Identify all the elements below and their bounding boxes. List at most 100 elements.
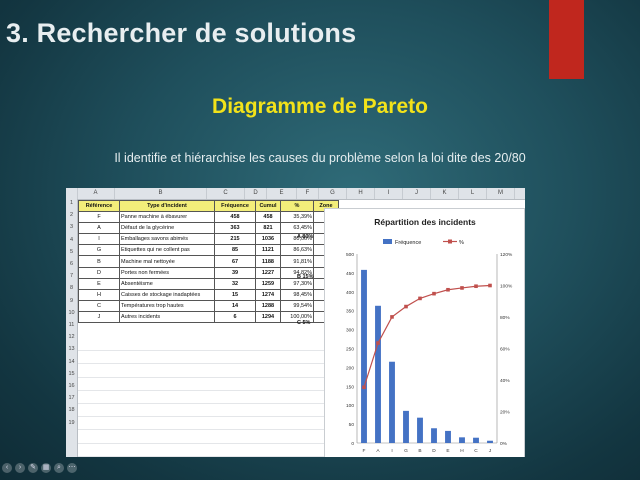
prev-icon[interactable]: ‹ xyxy=(2,463,12,473)
table-cell[interactable]: 91,81% xyxy=(280,255,314,268)
table-cell[interactable]: Défaut de la glycérine xyxy=(119,222,215,235)
table-cell[interactable]: 1188 xyxy=(255,255,281,268)
column-header[interactable]: J xyxy=(403,188,431,199)
grid-icon[interactable]: ▦ xyxy=(41,463,51,473)
table-cell[interactable]: 32 xyxy=(214,277,256,290)
y-tick-label: 200 xyxy=(346,365,354,371)
corner-cell[interactable] xyxy=(66,188,78,199)
chart-title: Répartition des incidents xyxy=(374,217,476,227)
column-header[interactable]: K xyxy=(431,188,459,199)
row-header[interactable]: 5 xyxy=(69,248,74,255)
row-header[interactable]: 18 xyxy=(68,407,75,414)
table-cell[interactable]: 6 xyxy=(214,310,256,324)
bar-J xyxy=(487,440,493,443)
table-cell[interactable]: H xyxy=(78,288,120,301)
column-header[interactable]: E xyxy=(267,188,297,199)
table-cell[interactable]: 363 xyxy=(214,222,256,235)
next-icon[interactable]: › xyxy=(15,463,25,473)
row-header[interactable]: 2 xyxy=(69,212,74,219)
table-cell[interactable]: 1274 xyxy=(255,288,281,301)
legend-line-label: % xyxy=(459,240,464,246)
column-header[interactable]: F xyxy=(297,188,319,199)
table-cell[interactable]: Etiquettes qui ne collent pas xyxy=(119,244,215,257)
row-header[interactable]: 17 xyxy=(68,395,75,402)
table-cell[interactable]: Panne machine à ébavurer xyxy=(119,211,215,224)
row-header[interactable]: 15 xyxy=(68,370,75,377)
table-cell[interactable]: 215 xyxy=(214,233,256,246)
table-cell[interactable]: 85 xyxy=(214,244,256,257)
table-cell[interactable]: Portes non fermées xyxy=(119,266,215,279)
more-icon[interactable]: ⋯ xyxy=(67,463,77,473)
table-cell[interactable]: 458 xyxy=(255,211,281,224)
row-header[interactable]: 12 xyxy=(68,334,75,341)
column-header[interactable]: L xyxy=(459,188,487,199)
table-row: F Panne machine à ébavurer 458 458 35,39% xyxy=(78,211,339,224)
table-cell[interactable]: Emballages savons abimés xyxy=(119,233,215,246)
table-cell[interactable]: C xyxy=(78,299,120,312)
table-header-cell[interactable]: Type d'incident xyxy=(119,199,215,213)
table-cell[interactable]: I xyxy=(78,233,120,246)
table-cell[interactable]: 821 xyxy=(255,222,281,235)
table-cell[interactable]: 63,45% xyxy=(280,222,314,235)
table-cell[interactable]: Machine mal nettoyée xyxy=(119,255,215,268)
table-cell[interactable]: 1227 xyxy=(255,266,281,279)
y-tick-label: 50 xyxy=(349,422,355,428)
row-header[interactable]: 4 xyxy=(69,236,74,243)
row-header[interactable]: 14 xyxy=(68,358,75,365)
column-header[interactable]: I xyxy=(375,188,403,199)
row-header[interactable]: 16 xyxy=(68,383,75,389)
table-cell[interactable]: G xyxy=(78,244,120,257)
table-cell[interactable]: 1294 xyxy=(255,310,281,324)
column-header[interactable]: G xyxy=(319,188,347,199)
table-cell[interactable]: 35,39% xyxy=(280,211,314,224)
table-cell[interactable]: D xyxy=(78,266,120,279)
row-header[interactable]: 10 xyxy=(68,309,75,316)
table-cell[interactable]: E xyxy=(78,277,120,290)
table-cell[interactable]: 99,54% xyxy=(280,299,314,312)
column-header[interactable]: H xyxy=(347,188,375,199)
table-cell[interactable]: 458 xyxy=(214,211,256,224)
column-header[interactable]: M xyxy=(487,188,515,199)
table-cell[interactable]: Températures trop hautes xyxy=(119,299,215,312)
table-header-cell[interactable]: % xyxy=(280,199,314,213)
table-cell[interactable]: 39 xyxy=(214,266,256,279)
table-cell[interactable]: 1036 xyxy=(255,233,281,246)
row-header[interactable]: 13 xyxy=(68,346,75,353)
table-header-cell[interactable]: Référence xyxy=(78,199,120,213)
column-header[interactable]: A xyxy=(77,188,115,199)
table-cell[interactable]: 67 xyxy=(214,255,256,268)
table-cell[interactable]: J xyxy=(78,310,120,324)
row-header[interactable]: 8 xyxy=(69,285,74,292)
column-header[interactable]: C xyxy=(207,188,245,199)
bar-F xyxy=(361,269,367,443)
cumulative-point-H xyxy=(460,286,464,290)
table-cell[interactable]: Caisses de stockage inadaptées xyxy=(119,288,215,301)
row-header[interactable]: 1 xyxy=(69,200,74,206)
column-header[interactable]: D xyxy=(245,188,267,199)
row-header[interactable]: 7 xyxy=(69,273,74,280)
table-cell[interactable]: B xyxy=(78,255,120,268)
zoom-icon[interactable]: ⌕ xyxy=(54,463,64,473)
table-cell[interactable]: Absentéisme xyxy=(119,277,215,290)
pen-icon[interactable]: ✎ xyxy=(28,463,38,473)
table-cell[interactable]: 14 xyxy=(214,299,256,312)
incident-table: Référence Type d'incident Fréquence Cumul% Z… xyxy=(78,199,339,324)
table-cell[interactable]: 98,45% xyxy=(280,288,314,301)
table-header-cell[interactable]: Cumul xyxy=(255,199,281,213)
row-header[interactable]: 11 xyxy=(68,322,75,328)
table-cell[interactable]: A xyxy=(78,222,120,235)
row-header[interactable]: 19 xyxy=(68,419,75,426)
table-cell[interactable]: 1121 xyxy=(255,244,281,257)
column-header[interactable]: B xyxy=(115,188,207,199)
table-cell[interactable]: F xyxy=(78,211,120,224)
table-cell[interactable]: Autres incidents xyxy=(119,310,215,324)
table-cell[interactable]: 1259 xyxy=(255,277,281,290)
table-cell[interactable]: 1288 xyxy=(255,299,281,312)
row-header[interactable]: 3 xyxy=(69,224,74,231)
table-cell[interactable]: 86,63% xyxy=(280,244,314,257)
row-header[interactable]: 6 xyxy=(69,261,74,267)
table-header-cell[interactable]: Fréquence xyxy=(214,199,256,213)
table-cell[interactable]: 15 xyxy=(214,288,256,301)
y-tick-label: 450 xyxy=(346,271,354,277)
row-header[interactable]: 9 xyxy=(69,297,74,304)
